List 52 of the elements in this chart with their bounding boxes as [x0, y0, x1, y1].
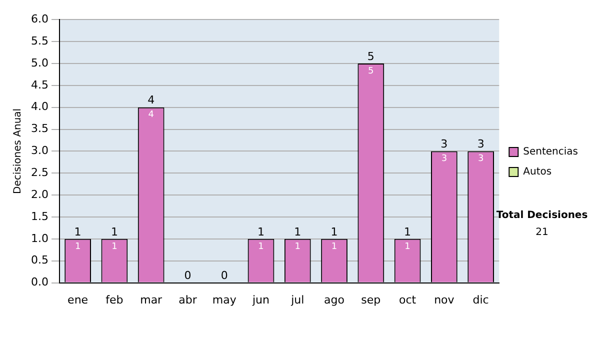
total-label: 4: [148, 94, 155, 107]
total-label: 0: [184, 269, 192, 282]
data-label: 1: [112, 242, 118, 252]
x-tick-label: ene: [68, 293, 88, 306]
y-tick-label: 0.5: [30, 254, 48, 267]
total-label: 5: [367, 50, 374, 63]
y-tick-label: 2.0: [30, 188, 48, 201]
total-label: 3: [440, 138, 448, 151]
y-tick-label: 4.5: [30, 78, 48, 92]
y-tick-label: 1.0: [30, 232, 48, 245]
y-tick-label: 1.5: [30, 210, 48, 223]
text: 21: [534, 227, 550, 238]
y-axis-title: Decisiones Anual: [12, 108, 24, 194]
y-tick-label: 4.0: [30, 100, 48, 114]
data-label: 4: [148, 110, 154, 120]
total-label: 0: [220, 269, 228, 282]
total-label: 3: [477, 138, 484, 151]
data-label: 1: [404, 242, 410, 252]
y-tick-label: 3.5: [30, 122, 48, 136]
total-label: 1: [110, 225, 118, 238]
x-tick-label: jul: [290, 293, 304, 306]
data-label: 5: [368, 66, 374, 76]
y-tick-label: 2.5: [30, 166, 48, 179]
x-tick-label: oct: [399, 293, 417, 306]
x-tick-label: sep: [361, 293, 381, 306]
total-label: 1: [330, 225, 338, 238]
total-label: 1: [74, 225, 82, 238]
x-tick-label: may: [212, 293, 237, 306]
x-tick-label: abr: [178, 293, 198, 306]
legend-label: Autos: [523, 166, 552, 178]
data-label: 1: [258, 242, 264, 252]
legend-label: Sentencias: [523, 146, 578, 158]
total-label: 1: [404, 225, 412, 238]
total-label: 1: [294, 225, 302, 238]
x-tick-label: jun: [251, 293, 270, 306]
x-tick-label: nov: [434, 293, 455, 306]
y-tick-label: 0.0: [30, 276, 48, 289]
x-tick-label: mar: [140, 293, 163, 306]
data-label: 1: [331, 242, 338, 252]
data-label: 1: [294, 242, 300, 252]
data-label: 3: [441, 154, 448, 164]
x-tick-label: feb: [106, 293, 124, 306]
y-tick-label: 3.0: [30, 144, 48, 158]
y-tick-label: 5.0: [30, 56, 48, 70]
data-label: 1: [74, 242, 81, 252]
data-label: 3: [478, 154, 484, 164]
y-tick-label: 6.0: [30, 12, 48, 26]
x-tick-label: dic: [472, 293, 489, 306]
total-label: 1: [257, 225, 264, 238]
annotation: Total Decisiones: [495, 210, 589, 221]
y-tick-label: 5.5: [30, 34, 48, 48]
x-tick-label: ago: [324, 293, 345, 306]
